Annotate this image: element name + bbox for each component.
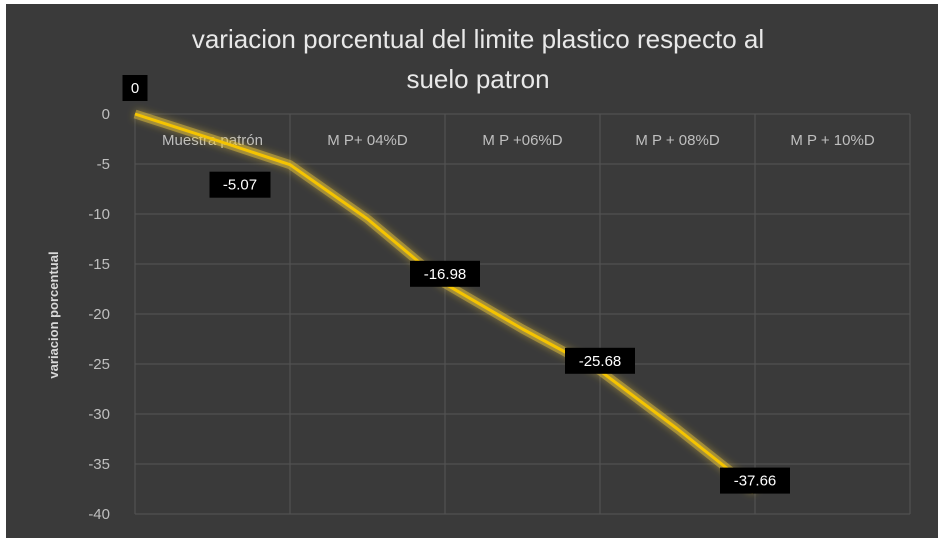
y-tick-label: -10 [88,206,110,223]
data-label-text: -5.07 [223,177,257,194]
data-label: -37.66 [720,467,790,494]
chart-title-line-1: variacion porcentual del limite plastico… [192,24,764,54]
y-tick-label: -5 [97,156,110,173]
data-label-box [209,171,271,198]
data-label-text: -37.66 [734,473,777,490]
data-labels: 0 -5.07 -16.98 -25.68 -37.66 [122,75,790,494]
category-label: M P +06%D [482,132,562,149]
category-labels: Muestra patrón M P+ 04%D M P +06%D M P + 08… [162,132,875,149]
category-label: M P + 10%D [790,132,875,149]
y-axis-label: variacion porcentual [46,251,61,378]
data-label-box [410,260,480,287]
grid-lines [134,113,911,515]
y-tick-label: -30 [88,406,110,423]
data-label-box [565,347,635,374]
y-tick-label: -25 [88,356,110,373]
y-axis-ticks: 0 -5 -10 -15 -20 -25 -30 -35 -40 [88,106,110,523]
data-label-box [122,75,148,101]
category-label: M P + 08%D [635,132,720,149]
data-label-text: 0 [131,80,139,97]
data-label-text: -25.68 [579,353,622,370]
data-label: -25.68 [565,347,635,374]
y-tick-label: -40 [88,506,110,523]
y-tick-label: -15 [88,256,110,273]
chart-title-line-2: suelo patron [406,64,549,94]
data-label: 0 [122,75,148,101]
y-tick-label: -35 [88,456,110,473]
data-label: -16.98 [410,260,480,287]
data-label-box [720,467,790,494]
data-label: -5.07 [209,171,271,198]
y-tick-label: -20 [88,306,110,323]
y-tick-label: 0 [102,106,110,123]
category-label: M P+ 04%D [327,132,408,149]
data-label-text: -16.98 [424,266,467,283]
